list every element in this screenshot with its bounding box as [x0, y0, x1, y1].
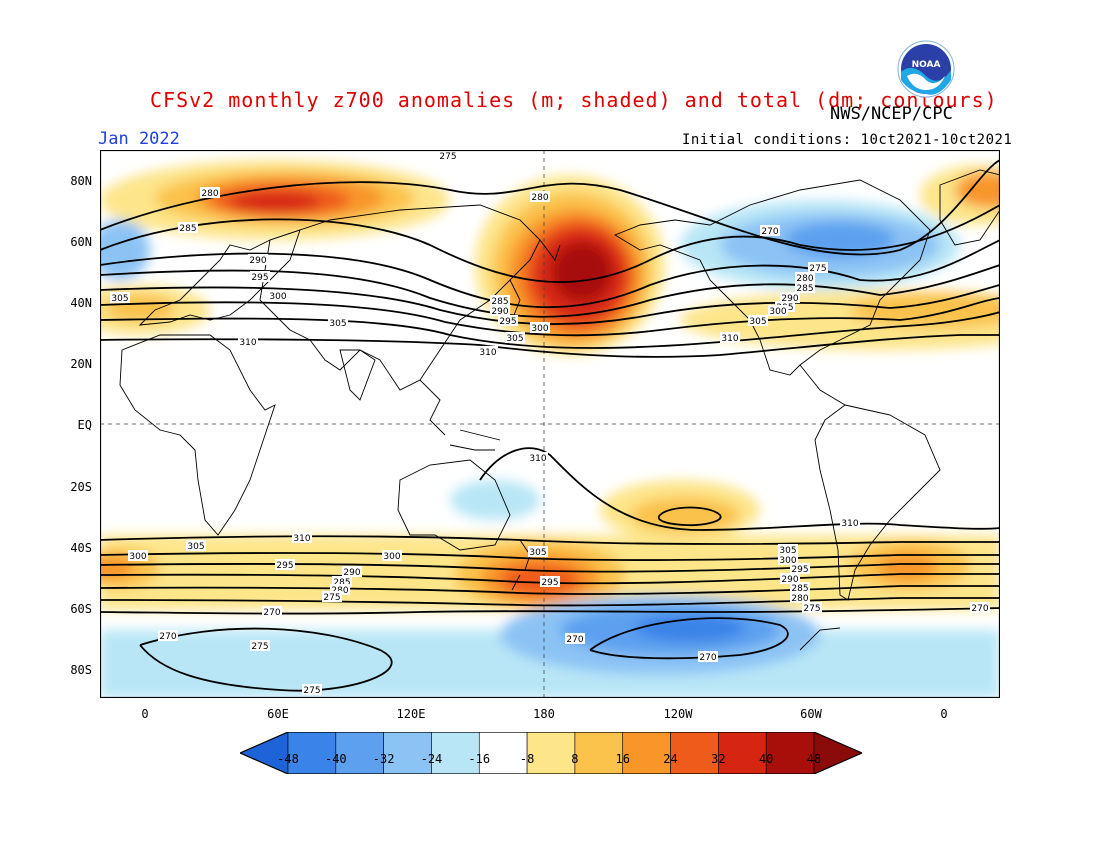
svg-text:290: 290 — [249, 256, 266, 266]
svg-text:275: 275 — [323, 593, 340, 603]
svg-text:310: 310 — [293, 534, 310, 544]
colorbar-cell — [335, 732, 384, 774]
agency-label: NWS/NCEP/CPC — [830, 104, 953, 124]
svg-text:270: 270 — [971, 604, 988, 614]
svg-text:290: 290 — [343, 568, 360, 578]
svg-text:275: 275 — [439, 152, 456, 162]
svg-text:305: 305 — [111, 294, 128, 304]
initial-conditions: Initial conditions: 10ct2021-10ct2021 — [682, 132, 1013, 148]
svg-text:305: 305 — [529, 548, 546, 558]
lon-label: 0 — [141, 707, 149, 721]
colorbar-cell — [765, 732, 815, 774]
colorbar-tick-label: -24 — [420, 752, 443, 766]
grid-lines — [100, 150, 1000, 698]
svg-text:310: 310 — [479, 348, 496, 358]
colorbar-tick-label: 8 — [571, 752, 579, 766]
lat-label: 80N — [70, 174, 92, 188]
forecast-month: Jan 2022 — [98, 129, 180, 149]
colorbar-cell — [670, 732, 719, 774]
svg-text:280: 280 — [791, 594, 808, 604]
svg-text:285: 285 — [333, 578, 350, 588]
svg-text:305: 305 — [506, 334, 523, 344]
colorbar-tick-label: 16 — [615, 752, 630, 766]
colorbar-tick-label: -16 — [468, 752, 491, 766]
svg-text:280: 280 — [796, 274, 813, 284]
colorbar-tick-label: -8 — [519, 752, 535, 766]
contour-labels: 275 280 280 285 290 295 300 305 305 310 … — [110, 150, 990, 696]
svg-text:270: 270 — [566, 635, 583, 645]
svg-text:275: 275 — [303, 686, 320, 696]
svg-text:300: 300 — [129, 552, 146, 562]
svg-text:275: 275 — [251, 642, 268, 652]
svg-text:300: 300 — [383, 552, 400, 562]
lon-label: 120E — [396, 707, 426, 721]
svg-text:290: 290 — [781, 575, 798, 585]
lat-label: 20S — [70, 480, 92, 494]
lat-label: 20N — [70, 357, 92, 371]
svg-text:305: 305 — [187, 542, 204, 552]
svg-text:310: 310 — [841, 519, 858, 529]
svg-text:305: 305 — [749, 317, 766, 327]
lat-label: 40S — [70, 541, 92, 555]
svg-text:295: 295 — [251, 273, 268, 283]
svg-text:295: 295 — [499, 317, 516, 327]
svg-text:270: 270 — [263, 608, 280, 618]
lon-label: 0 — [940, 707, 948, 721]
lon-label: 60W — [800, 707, 822, 721]
svg-text:275: 275 — [809, 264, 826, 274]
lon-label: 60E — [267, 707, 289, 721]
anomaly-map: 275 280 280 285 290 295 300 305 305 310 … — [100, 150, 1000, 698]
svg-text:270: 270 — [159, 632, 176, 642]
svg-text:295: 295 — [276, 561, 293, 571]
colorbar-tick-label: 32 — [711, 752, 726, 766]
svg-text:285: 285 — [491, 297, 508, 307]
svg-text:305: 305 — [329, 319, 346, 329]
lat-label: EQ — [77, 418, 92, 432]
lon-label: 180 — [533, 707, 555, 721]
colorbar-cell — [287, 732, 337, 774]
svg-text:305: 305 — [779, 546, 796, 556]
svg-text:300: 300 — [779, 556, 796, 566]
lat-label: 40N — [70, 296, 92, 310]
chart-title: CFSv2 monthly z700 anomalies (m; shaded)… — [150, 88, 998, 112]
colorbar-tick-label: -40 — [324, 752, 347, 766]
svg-text:290: 290 — [491, 307, 508, 317]
lat-label: 60N — [70, 235, 92, 249]
colorbar — [240, 732, 862, 774]
svg-text:270: 270 — [761, 227, 778, 237]
height-contours — [100, 159, 1000, 692]
colorbar-cell — [383, 732, 432, 774]
svg-text:310: 310 — [529, 454, 546, 464]
colorbar-cell — [718, 732, 767, 774]
colorbar-tick-label: 48 — [806, 752, 822, 766]
colorbar-cell — [526, 732, 576, 774]
svg-text:295: 295 — [791, 565, 808, 575]
svg-text:300: 300 — [531, 324, 548, 334]
svg-text:275: 275 — [803, 604, 820, 614]
svg-text:310: 310 — [239, 338, 256, 348]
svg-text:270: 270 — [699, 653, 716, 663]
svg-text:280: 280 — [201, 189, 218, 199]
svg-text:310: 310 — [721, 334, 738, 344]
svg-text:285: 285 — [796, 284, 813, 294]
colorbar-max-arrow — [813, 732, 862, 774]
svg-text:300: 300 — [769, 307, 786, 317]
noaa-logo-icon: NOAA — [897, 40, 955, 98]
svg-text:295: 295 — [541, 578, 558, 588]
svg-text:300: 300 — [269, 292, 286, 302]
colorbar-tick-label: 24 — [663, 752, 678, 766]
svg-text:285: 285 — [791, 584, 808, 594]
svg-text:280: 280 — [531, 193, 548, 203]
colorbar-tick-label: 40 — [758, 752, 774, 766]
logo-text: NOAA — [912, 60, 941, 70]
svg-text:290: 290 — [781, 294, 798, 304]
lat-label: 80S — [70, 663, 92, 677]
lat-label: 60S — [70, 602, 92, 616]
anomaly-shading — [100, 160, 1000, 698]
svg-text:285: 285 — [179, 224, 196, 234]
colorbar-tick-label: -48 — [277, 752, 299, 766]
colorbar-tick-label: -32 — [372, 752, 395, 766]
lon-label: 120W — [663, 707, 693, 721]
